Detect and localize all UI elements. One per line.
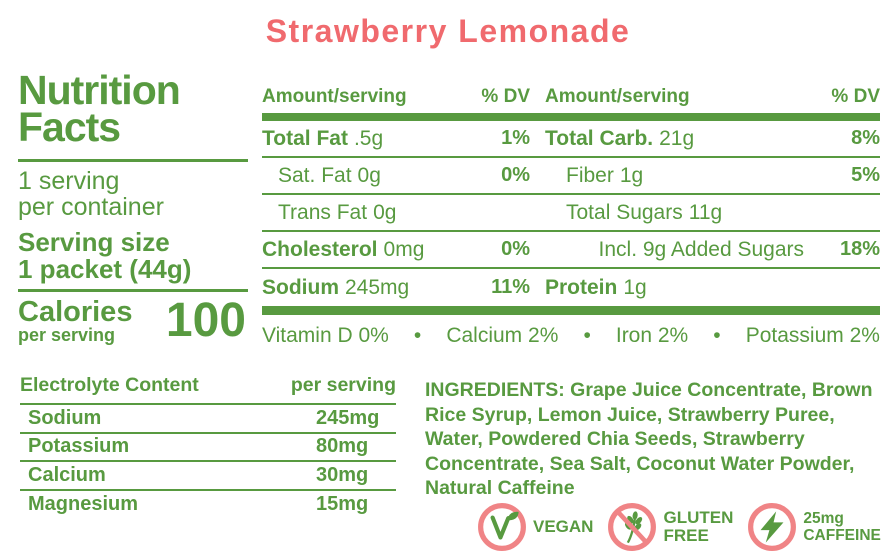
nutrient-right: Total Carb. 21g (545, 126, 695, 150)
servings-line2: per container (18, 193, 164, 221)
nutrient-right: Total Sugars 11g (566, 200, 723, 224)
divider (18, 289, 248, 292)
nutrient-right: Protein 1g (545, 275, 647, 299)
nutrient-left-dv: 1% (501, 127, 530, 149)
nutrient-left: Trans Fat 0g (278, 200, 397, 224)
nutrient-left: Sat. Fat 0g (278, 163, 381, 187)
header-amount-right: Amount/serving (545, 86, 690, 107)
calories-row: Calories per serving 100 (18, 294, 248, 347)
nutrient-right-dv: 18% (839, 238, 880, 260)
calories-label: Calories (18, 296, 133, 328)
electrolyte-table: Electrolyte Content per serving Sodium 2… (20, 374, 396, 519)
vegan-badge: VEGAN (477, 502, 593, 552)
vegan-v-leaf-icon (478, 503, 526, 551)
gluten-free-label: GLUTEN FREE (663, 508, 734, 545)
micronutrient-item: Vitamin D 0% (262, 324, 389, 347)
product-flavor-title: Strawberry Lemonade (265, 13, 631, 49)
badge-row: VEGAN GLUTEN FREE (477, 501, 881, 553)
table-row: Sat. Fat 0g 0% Fiber 1g 5% (262, 158, 880, 195)
calories-value: 100 (165, 294, 246, 347)
thick-divider-bar (262, 306, 880, 315)
vegan-label: VEGAN (533, 517, 594, 536)
micronutrient-item: Potassium 2% (745, 324, 880, 347)
table-row: Trans Fat 0g Total Sugars 11g (262, 195, 880, 232)
table-row: Total Fat .5g 1% Total Carb. 21g 8% (262, 121, 880, 158)
header-amount-left: Amount/serving (262, 86, 407, 107)
lightning-bolt-icon (748, 503, 797, 551)
nutrient-right: Fiber 1g (566, 163, 644, 187)
caffeine-label: 25mg CAFFEINE (803, 510, 881, 544)
nutrition-facts-heading-line1: Nutrition (18, 67, 181, 113)
nutrients-table: Amount/serving % DV Amount/serving % DV … (262, 84, 880, 348)
servings-line1: 1 serving (18, 167, 120, 195)
table-row: Magnesium 15mg (28, 493, 369, 516)
table-row: Potassium 80mg (20, 434, 396, 462)
ingredients-text: Grape Juice Concentrate, Brown Rice Syru… (425, 379, 873, 499)
nutrition-facts-heading-line2: Facts (18, 104, 121, 150)
ingredients-block: INGREDIENTS: Grape Juice Concentrate, Br… (425, 378, 895, 501)
bullet-separator: • (413, 324, 422, 347)
calories-labels: Calories per serving (18, 298, 132, 345)
calories-sublabel: per serving (18, 325, 116, 345)
nutrients-table-header: Amount/serving % DV Amount/serving % DV (262, 84, 880, 108)
gluten-free-badge: GLUTEN FREE (607, 502, 733, 552)
wheat-crossed-icon (608, 503, 657, 551)
table-row: Sodium 245mg (20, 405, 396, 434)
nutrient-left-dv: 0% (501, 238, 530, 260)
nutrition-facts-panel: Nutrition Facts 1 serving per container … (18, 67, 248, 347)
table-row: Cholesterol 0mg 0% Incl. 9g Added Sugars … (262, 232, 880, 269)
micronutrient-item: Calcium 2% (446, 324, 559, 347)
nutrient-left: Cholesterol 0mg (262, 237, 425, 261)
thick-divider-bar (262, 113, 880, 121)
caffeine-badge: 25mg CAFFEINE (747, 502, 881, 552)
table-row: Calcium 30mg (20, 462, 396, 491)
nutrient-right: Incl. 9g Added Sugars (598, 237, 804, 261)
electrolyte-header-value: per serving (290, 374, 396, 396)
nutrient-left: Sodium 245mg (262, 275, 410, 299)
micronutrients-line: Vitamin D 0% • Calcium 2% • Iron 2% • Po… (262, 324, 880, 348)
nutrient-left: Total Fat .5g (262, 126, 384, 150)
header-dv-left: % DV (481, 86, 530, 107)
ingredients-label: INGREDIENTS: (425, 379, 565, 401)
serving-size-label: Serving size (18, 227, 170, 257)
bullet-separator: • (713, 324, 721, 347)
divider (18, 159, 248, 162)
nutrient-left-dv: 0% (501, 164, 530, 186)
table-row: Sodium 245mg 11% Protein 1g (262, 269, 880, 306)
micronutrient-item: Iron 2% (615, 324, 689, 347)
header-dv-right: % DV (831, 86, 880, 107)
bullet-separator: • (583, 324, 591, 347)
nutrient-left-dv: 11% (491, 276, 530, 298)
electrolyte-header-name: Electrolyte Content (20, 374, 199, 396)
electrolyte-header: Electrolyte Content per serving (20, 374, 396, 405)
serving-size-value: 1 packet (44g) (18, 254, 192, 284)
nutrient-right-dv: 8% (851, 127, 880, 149)
nutrient-right-dv: 5% (851, 164, 880, 186)
